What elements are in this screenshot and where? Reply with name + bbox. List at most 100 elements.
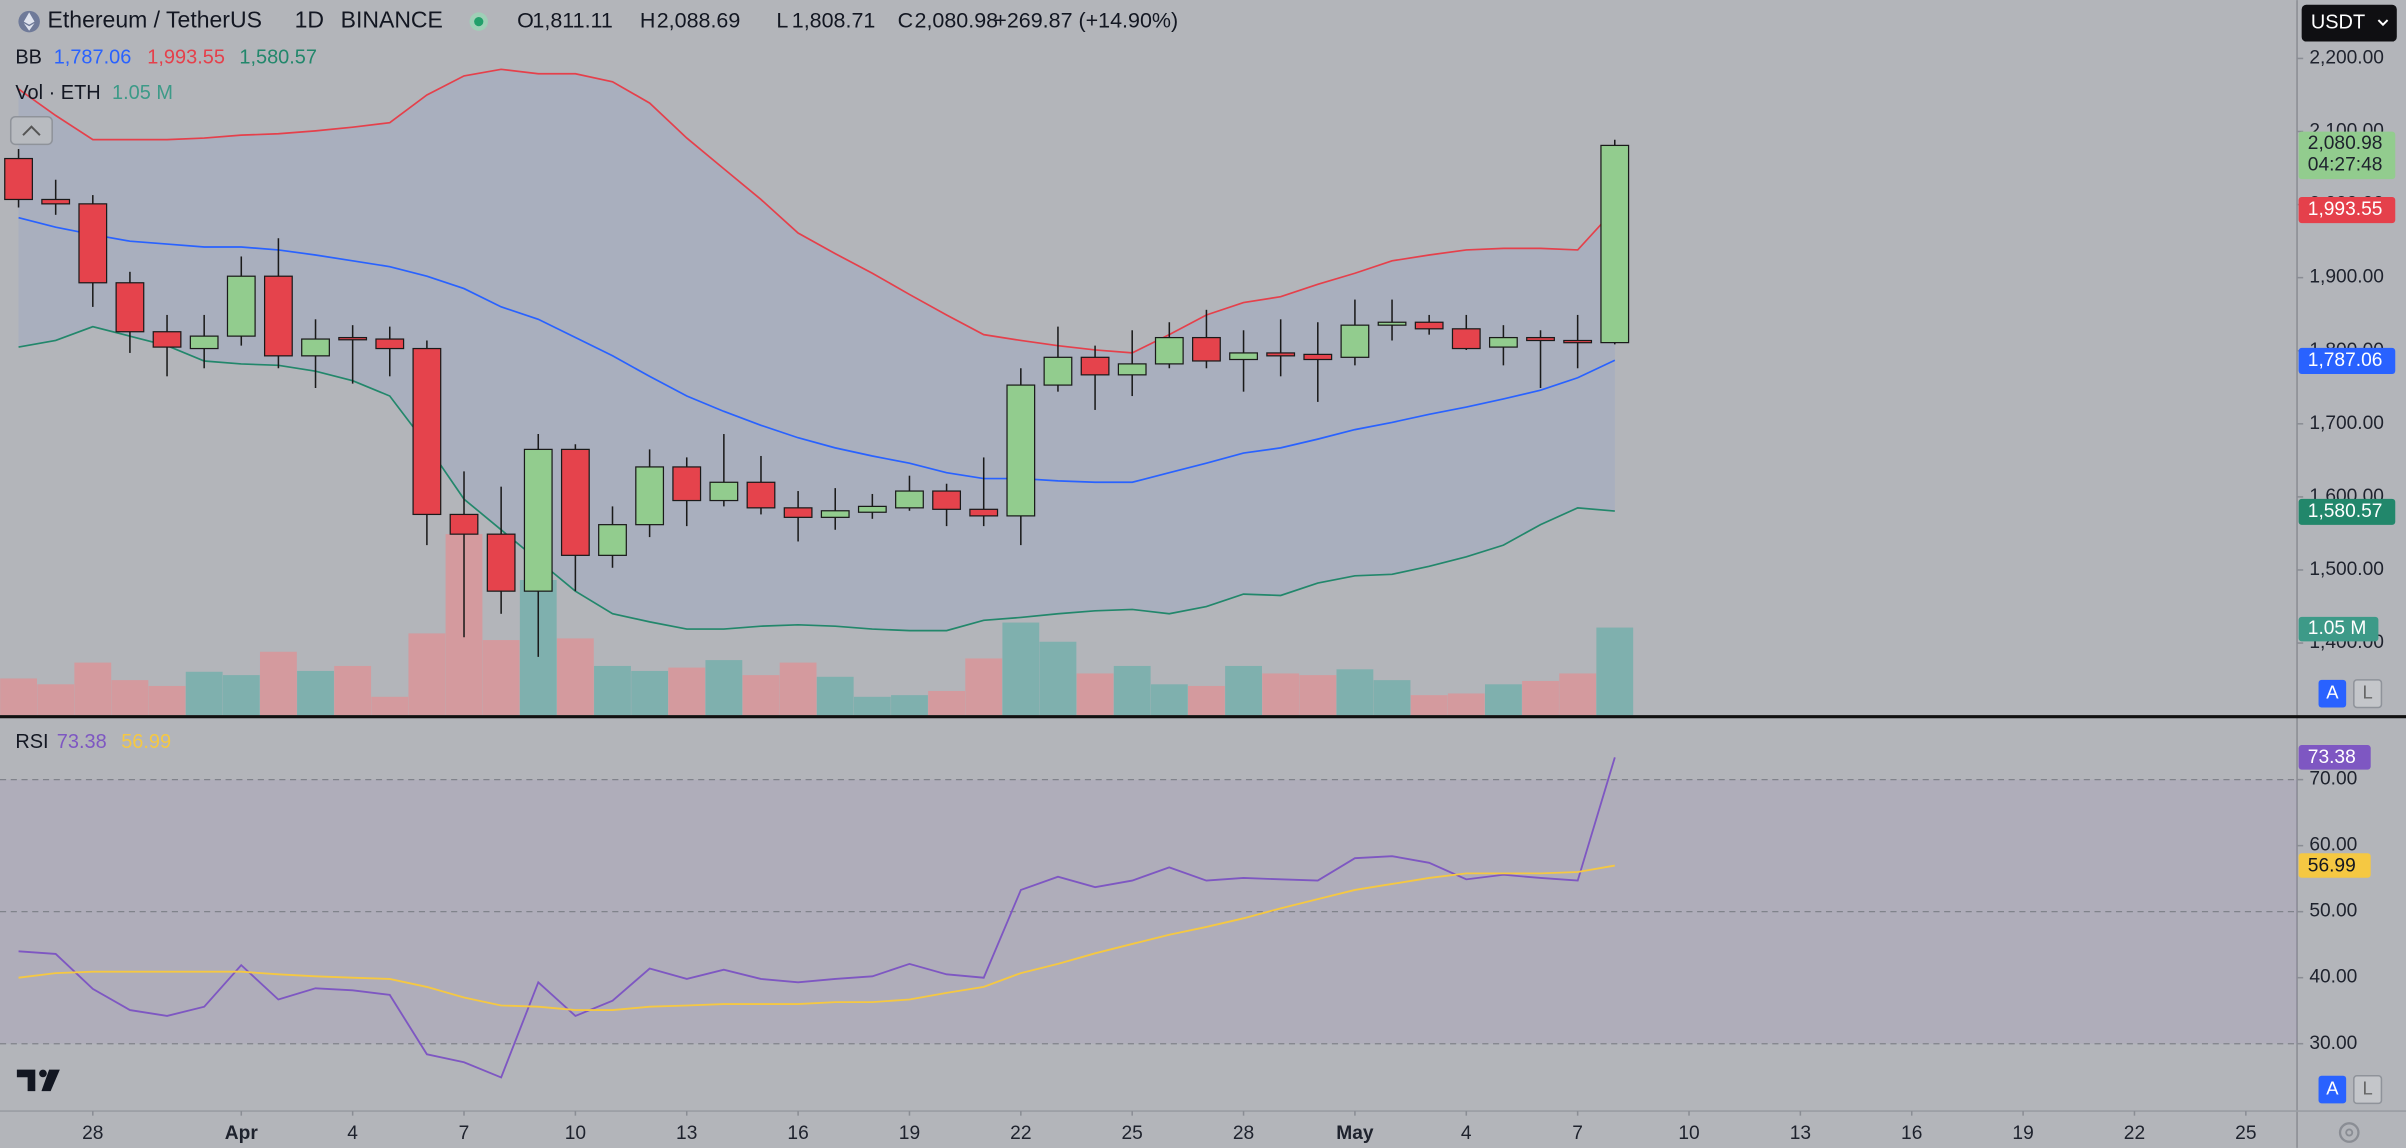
bb-band-fill (18, 69, 1615, 631)
candle-body (338, 336, 368, 341)
volume-bar (1447, 693, 1485, 716)
time-tick-label: 10 (1678, 1123, 1699, 1144)
collapse-button[interactable] (9, 115, 53, 146)
log-scale-button[interactable]: L (2353, 1074, 2383, 1105)
candle-body (301, 338, 330, 357)
volume-badge-label: 1.05 M (2308, 618, 2367, 639)
bb-legend-value: 1,993.55 (147, 47, 225, 69)
volume-bar (1076, 673, 1114, 716)
candle-body (932, 490, 962, 510)
last-price-label: 2,080.98 (2308, 133, 2383, 154)
candle-body (1080, 356, 1110, 376)
candle-body (412, 347, 442, 516)
auto-label: A (2326, 682, 2339, 703)
time-tick-label: 13 (676, 1123, 697, 1144)
bb-badge-label: 1,993.55 (2308, 199, 2383, 220)
collapse-button-box[interactable] (9, 115, 53, 146)
volume-bar (1039, 641, 1077, 716)
price-tick-label: 1,500.00 (2309, 559, 2384, 580)
ohlc-key: H (640, 8, 656, 32)
market-status-dot (474, 16, 484, 27)
gear-icon[interactable] (2338, 1122, 2360, 1143)
back-layer (0, 57, 2304, 1116)
candle-body (78, 203, 108, 284)
rsi-legend-value: 73.38 (57, 731, 107, 753)
candle-body (598, 524, 627, 556)
candle-body (857, 505, 887, 513)
time-tick-label: 25 (2235, 1123, 2256, 1144)
logo-part (39, 1069, 47, 1078)
rsi-legend-name: RSI (15, 731, 48, 753)
candle-body (4, 157, 33, 201)
rsi-badge (2298, 745, 2371, 770)
auto-button-box[interactable] (2318, 679, 2347, 708)
candle-body (226, 275, 256, 337)
bb-legend-name: BB (15, 47, 42, 69)
ohlc-key: C (898, 8, 914, 32)
candle-body (523, 448, 553, 592)
last-price-badge (2298, 131, 2396, 180)
time-tick-label: 7 (459, 1123, 470, 1144)
candle-body (1340, 324, 1370, 358)
ohlc-value: 2,080.98 (915, 8, 999, 32)
logo-part (16, 1069, 36, 1092)
rsi-tick-label: 30.00 (2309, 1033, 2357, 1054)
volume-bar (1373, 680, 1411, 716)
auto-button-box[interactable] (2318, 1075, 2347, 1104)
candle-body (709, 481, 739, 502)
candle-body (820, 510, 850, 518)
ohlc-value: 1,808.71 (792, 8, 876, 32)
log-scale-button[interactable]: L (2353, 679, 2383, 709)
candle-body (1192, 336, 1221, 362)
currency-caret (2377, 19, 2389, 27)
ohlc-value: 2,088.69 (657, 8, 741, 32)
rsi-badge-label: 73.38 (2308, 747, 2356, 768)
rsi-tick-label: 60.00 (2309, 835, 2357, 856)
log-button-box[interactable] (2353, 679, 2383, 709)
volume-bar (1113, 665, 1151, 716)
candle-body (672, 466, 702, 502)
candle-body (1303, 353, 1333, 361)
currency: USDT (2311, 11, 2365, 33)
time-tick-label: 4 (1461, 1123, 1472, 1144)
log-label: L (2363, 1077, 2373, 1098)
time-tick-label: 28 (82, 1123, 103, 1144)
currency-button[interactable]: USDT (2301, 4, 2397, 42)
candle-body (1154, 336, 1184, 365)
candle-body (1451, 328, 1481, 350)
volume-bar (779, 662, 817, 716)
candle-body (115, 282, 145, 333)
rsi-line (18, 864, 1616, 1012)
volume-bar (631, 670, 669, 716)
volume-legend-value: 1.05 M (112, 82, 173, 104)
settings-button[interactable] (2338, 1122, 2360, 1143)
log-button-box[interactable] (2353, 1074, 2383, 1105)
candle-body (1414, 321, 1444, 330)
time-tick-label: 22 (1010, 1123, 1031, 1144)
volume-bar (816, 676, 854, 716)
ui-layer: Ethereum / TetherUS 1D BINANCE O 1,811.1… (9, 4, 2397, 1144)
volume-bar (594, 665, 631, 716)
candle-body (375, 338, 405, 350)
candle-body (560, 448, 590, 556)
volume-bar (37, 684, 75, 716)
time-tick-label: 4 (347, 1123, 358, 1144)
auto-scale-button[interactable]: A (2318, 679, 2347, 708)
currency-box[interactable] (2301, 4, 2397, 42)
bb-badge (2298, 197, 2396, 224)
volume-bar (1522, 680, 1559, 716)
volume-bar (891, 695, 928, 716)
volume-bar (148, 685, 186, 716)
volume-bar (1596, 627, 1634, 716)
bb-line (18, 216, 1616, 484)
price-tick-label: 2,200.00 (2309, 47, 2384, 68)
volume-bar (222, 675, 260, 716)
volume-bar (482, 640, 520, 716)
bb-badge-label: 1,787.06 (2308, 350, 2383, 371)
candle-body (1526, 336, 1555, 342)
rsi-tick-label: 70.00 (2309, 769, 2357, 790)
auto-scale-button[interactable]: A (2318, 1075, 2347, 1104)
